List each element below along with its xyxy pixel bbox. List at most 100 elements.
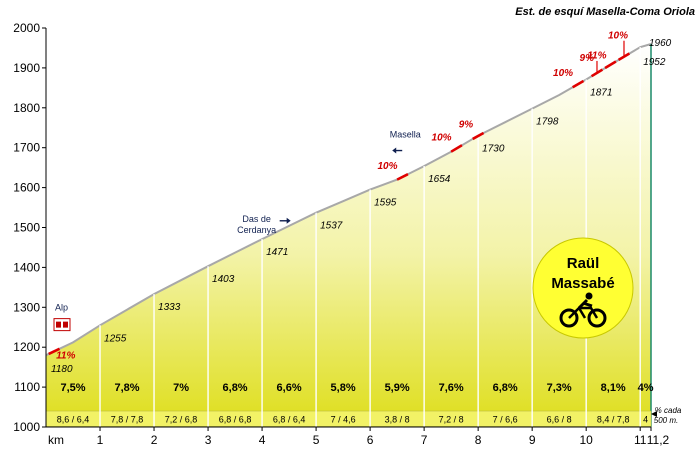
altitude-label: 1537 — [320, 221, 343, 232]
steep-label: 9% — [580, 53, 595, 64]
note-arrow-icon — [651, 411, 657, 417]
altitude-label: 1871 — [590, 87, 612, 98]
steep-mark — [572, 79, 585, 89]
segment-gradients: 7,5% 8,6 / 6,4 7,8% 7,8 / 7,8 7% 7,2 / 6,8 6,8… — [57, 382, 654, 424]
y-tick-label: 1700 — [13, 141, 40, 155]
steep-label: 10% — [608, 31, 628, 42]
segment-subgradient: 7,8 / 7,8 — [111, 415, 144, 425]
segment-gradient: 6,6% — [277, 382, 302, 394]
steep-label: 10% — [553, 68, 573, 79]
y-tick-label: 1800 — [13, 101, 40, 115]
steep-mark — [48, 347, 61, 356]
steep-mark — [472, 131, 485, 141]
altitude-label: 1255 — [104, 333, 127, 344]
rider-head — [585, 292, 593, 300]
x-tick-label: 7 — [421, 433, 428, 447]
skier-sign-icon — [53, 318, 71, 332]
y-axis-ticks: 1000 1100 1200 1300 1400 1500 1600 1700 1800 1900… — [13, 21, 46, 434]
steep-mark — [396, 173, 409, 181]
x-tick-label: 11 — [634, 433, 647, 447]
x-tick-label: 4 — [259, 433, 266, 447]
steep-mark — [450, 144, 463, 153]
y-tick-label: 1100 — [14, 380, 40, 394]
altitude-label: 1333 — [158, 302, 181, 313]
segment-gradient: 7% — [173, 382, 189, 394]
steep-label: 11% — [587, 51, 606, 62]
x-tick-label: 8 — [475, 433, 482, 447]
x-tick-label: 11,2 — [647, 433, 670, 447]
steep-sections: 11%10%10%9%10%9%11%10% — [48, 31, 631, 361]
profile-area — [45, 43, 652, 427]
y-tick-label: 1200 — [13, 340, 40, 354]
altitude-label: 1654 — [428, 174, 451, 185]
x-axis-ticks: km 1 2 3 4 5 6 7 8 9 10 11 11,2 — [48, 427, 670, 447]
chart-decorations: Est. de esquí Masella-Coma Oriola % cada5… — [515, 6, 695, 425]
x-tick-label: 2 — [151, 433, 158, 447]
x-tick-label: 10 — [579, 433, 593, 447]
author-badge: Raül Massabé — [532, 237, 634, 339]
km-dividers — [99, 47, 641, 427]
place-label: Alp — [55, 303, 68, 313]
note-label: 500 m. — [654, 416, 678, 425]
segment-subgradient: 7 / 4,6 — [331, 415, 356, 425]
badge-circle — [532, 237, 634, 339]
segment-subgradient: 6,8 / 6,4 — [273, 415, 306, 425]
segment-subgradient: 7,2 / 8 — [439, 415, 464, 425]
y-tick-label: 1500 — [13, 221, 40, 235]
segment-gradient: 5,9% — [385, 382, 410, 394]
segment-gradient: 4% — [638, 382, 654, 394]
x-tick-label: 5 — [313, 433, 320, 447]
segment-subgradient: 8,6 / 6,4 — [57, 415, 90, 425]
wheel — [587, 308, 607, 328]
segment-subgradient: 7 / 6,6 — [493, 415, 518, 425]
segment-gradient: 7,5% — [60, 382, 85, 394]
chart-title: Est. de esquí Masella-Coma Oriola — [515, 6, 695, 18]
y-tick-label: 1900 — [13, 61, 40, 75]
segment-gradient: 6,8% — [223, 382, 248, 394]
altitude-label: 1180 — [51, 364, 73, 375]
segment-gradient: 7,8% — [114, 382, 139, 394]
segment-gradient: 5,8% — [331, 382, 356, 394]
badge-line: Massabé — [551, 275, 614, 292]
place-label: Masella — [390, 130, 421, 140]
note-label: % cada — [655, 406, 682, 415]
wheel — [559, 308, 579, 328]
steep-mark — [604, 60, 617, 70]
x-tick-label: 1 — [97, 433, 104, 447]
profile-fill — [46, 44, 651, 427]
segment-gradient: 7,6% — [439, 382, 464, 394]
steep-label: 10% — [432, 132, 452, 143]
altitude-label: 1471 — [266, 247, 288, 258]
arrow-head — [392, 147, 397, 154]
x-tick-label: 3 — [205, 433, 212, 447]
segment-subgradient: 3,8 / 8 — [385, 415, 410, 425]
y-tick-label: 1400 — [13, 260, 40, 274]
steep-label: 9% — [459, 120, 474, 131]
altitude-label: 1730 — [482, 144, 505, 155]
segment-gradient: 7,3% — [547, 382, 572, 394]
altitude-label: 1798 — [536, 117, 559, 128]
segment-subgradient: 7,2 / 6,8 — [165, 415, 198, 425]
place-label: Cerdanya — [237, 225, 276, 235]
x-tick-label: km — [48, 433, 64, 447]
segment-gradient: 8,1% — [601, 382, 626, 394]
altitude-labels: 1180 1255 1333 1403 1471 1537 1595 1654 1730 1798… — [51, 38, 672, 375]
place-label: Das de — [242, 214, 271, 224]
segment-subgradient: 6,8 / 6,8 — [219, 415, 252, 425]
x-tick-label: 9 — [529, 433, 536, 447]
profile-line — [45, 43, 652, 357]
rider-body — [577, 298, 593, 310]
sign-block — [56, 321, 61, 328]
y-tick-label: 2000 — [13, 21, 40, 35]
segment-subgradient: 6,6 / 8 — [547, 415, 572, 425]
steep-label: 10% — [378, 161, 398, 172]
altitude-label: 1952 — [643, 57, 666, 68]
x-tick-label: 6 — [367, 433, 374, 447]
right-arrow-icon — [279, 217, 291, 224]
y-tick-label: 1600 — [13, 181, 40, 195]
y-tick-label: 1300 — [13, 300, 40, 314]
segment-subgradient: 8,4 / 7,8 — [597, 415, 630, 425]
badge-line: Raül — [567, 255, 600, 272]
